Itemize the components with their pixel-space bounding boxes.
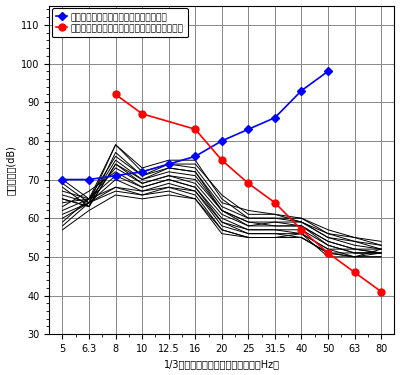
- Line: 低周波音による心身に係る苦情に関する参照値: 低周波音による心身に係る苦情に関する参照値: [112, 91, 385, 295]
- 低周波音による物的苦情に関する参照値: [60, 177, 65, 182]
- 低周波音による心身に係る苦情に関する参照値: [326, 251, 330, 255]
- 低周波音による心身に係る苦情に関する参照値: [272, 201, 277, 205]
- X-axis label: 1/3オクターブバンド中心周波数（Hz）: 1/3オクターブバンド中心周波数（Hz）: [164, 360, 280, 369]
- Line: 低周波音による物的苦情に関する参照値: 低周波音による物的苦情に関する参照値: [59, 68, 331, 183]
- 低周波音による物的苦情に関する参照値: [140, 170, 144, 174]
- 低周波音による心身に係る苦情に関する参照値: [140, 111, 144, 116]
- Y-axis label: 音圧レベル(dB): 音圧レベル(dB): [6, 145, 16, 195]
- 低周波音による心身に係る苦情に関する参照値: [246, 181, 251, 186]
- 低周波音による物的苦情に関する参照値: [220, 139, 224, 143]
- Legend: 低周波音による物的苦情に関する参照値, 低周波音による心身に係る苦情に関する参照値: 低周波音による物的苦情に関する参照値, 低周波音による心身に係る苦情に関する参照…: [52, 8, 188, 38]
- 低周波音による物的苦情に関する参照値: [272, 116, 277, 120]
- 低周波音による物的苦情に関する参照値: [113, 173, 118, 178]
- 低周波音による物的苦情に関する参照値: [246, 127, 251, 132]
- 低周波音による心身に係る苦情に関する参照値: [352, 270, 357, 274]
- 低周波音による心身に係る苦情に関する参照値: [299, 228, 304, 232]
- 低周波音による心身に係る苦情に関する参照値: [193, 127, 198, 132]
- 低周波音による物的苦情に関する参照値: [87, 177, 92, 182]
- 低周波音による物的苦情に関する参照値: [299, 88, 304, 93]
- 低周波音による物的苦情に関する参照値: [326, 69, 330, 74]
- 低周波音による物的苦情に関する参照値: [193, 154, 198, 159]
- 低周波音による心身に係る苦情に関する参照値: [220, 158, 224, 162]
- 低周波音による心身に係る苦情に関する参照値: [379, 290, 384, 294]
- 低周波音による物的苦情に関する参照値: [166, 162, 171, 166]
- 低周波音による心身に係る苦情に関する参照値: [113, 92, 118, 97]
